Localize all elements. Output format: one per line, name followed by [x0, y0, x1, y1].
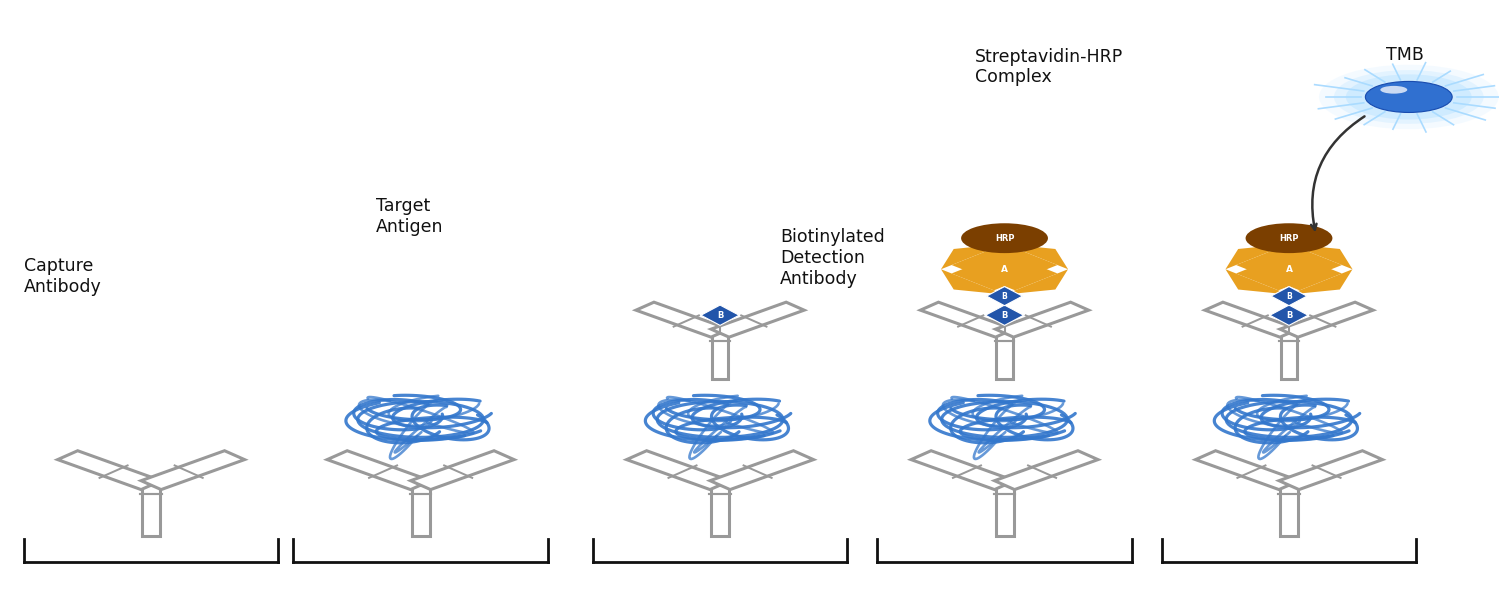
- Polygon shape: [1236, 261, 1310, 290]
- Polygon shape: [327, 451, 430, 490]
- FancyBboxPatch shape: [996, 485, 1014, 536]
- Polygon shape: [711, 302, 804, 337]
- Text: Target
Antigen: Target Antigen: [375, 197, 442, 236]
- Polygon shape: [636, 302, 729, 337]
- FancyBboxPatch shape: [996, 333, 1012, 379]
- Polygon shape: [951, 261, 1026, 290]
- Ellipse shape: [962, 223, 1048, 253]
- Polygon shape: [994, 451, 1098, 490]
- FancyBboxPatch shape: [411, 485, 429, 536]
- Polygon shape: [700, 305, 740, 325]
- Polygon shape: [940, 244, 1005, 269]
- Ellipse shape: [1346, 74, 1472, 119]
- Polygon shape: [1236, 248, 1310, 278]
- Polygon shape: [57, 451, 160, 490]
- Text: Capture
Antibody: Capture Antibody: [24, 257, 102, 296]
- Polygon shape: [1288, 269, 1353, 295]
- FancyBboxPatch shape: [1280, 485, 1298, 536]
- Text: A: A: [1000, 265, 1008, 274]
- Ellipse shape: [1318, 65, 1498, 129]
- FancyBboxPatch shape: [711, 485, 729, 536]
- Polygon shape: [1226, 269, 1288, 295]
- Ellipse shape: [1365, 82, 1452, 112]
- Polygon shape: [984, 261, 1058, 290]
- Polygon shape: [951, 248, 1026, 278]
- Polygon shape: [987, 287, 1023, 305]
- Text: Biotinylated
Detection
Antibody: Biotinylated Detection Antibody: [780, 229, 885, 288]
- Text: B: B: [717, 311, 723, 320]
- FancyBboxPatch shape: [712, 333, 728, 379]
- Polygon shape: [710, 451, 813, 490]
- Text: B: B: [1286, 292, 1292, 301]
- Ellipse shape: [1334, 70, 1484, 124]
- Polygon shape: [627, 451, 730, 490]
- Text: B: B: [1002, 292, 1008, 301]
- Ellipse shape: [1380, 86, 1407, 94]
- Polygon shape: [1268, 248, 1342, 278]
- Ellipse shape: [1245, 223, 1332, 253]
- Polygon shape: [1270, 287, 1306, 305]
- Text: HRP: HRP: [994, 233, 1014, 242]
- Polygon shape: [1270, 305, 1308, 325]
- Polygon shape: [921, 302, 1014, 337]
- FancyBboxPatch shape: [1281, 333, 1298, 379]
- Polygon shape: [1280, 451, 1383, 490]
- Polygon shape: [986, 305, 1023, 325]
- Text: HRP: HRP: [1280, 233, 1299, 242]
- Polygon shape: [1204, 302, 1298, 337]
- Text: Streptavidin-HRP
Complex: Streptavidin-HRP Complex: [975, 47, 1124, 86]
- Polygon shape: [1226, 244, 1288, 269]
- FancyBboxPatch shape: [142, 485, 160, 536]
- Polygon shape: [984, 248, 1058, 278]
- Polygon shape: [910, 451, 1014, 490]
- Polygon shape: [1288, 244, 1353, 269]
- Polygon shape: [1196, 451, 1299, 490]
- Polygon shape: [1005, 244, 1068, 269]
- Text: B: B: [1286, 311, 1292, 320]
- Polygon shape: [1268, 261, 1342, 290]
- Text: A: A: [1286, 265, 1293, 274]
- Polygon shape: [996, 302, 1089, 337]
- Text: TMB: TMB: [1386, 46, 1423, 64]
- Polygon shape: [940, 269, 1005, 295]
- Polygon shape: [141, 451, 244, 490]
- Polygon shape: [1005, 269, 1068, 295]
- Polygon shape: [411, 451, 515, 490]
- Text: B: B: [1002, 311, 1008, 320]
- Polygon shape: [1280, 302, 1372, 337]
